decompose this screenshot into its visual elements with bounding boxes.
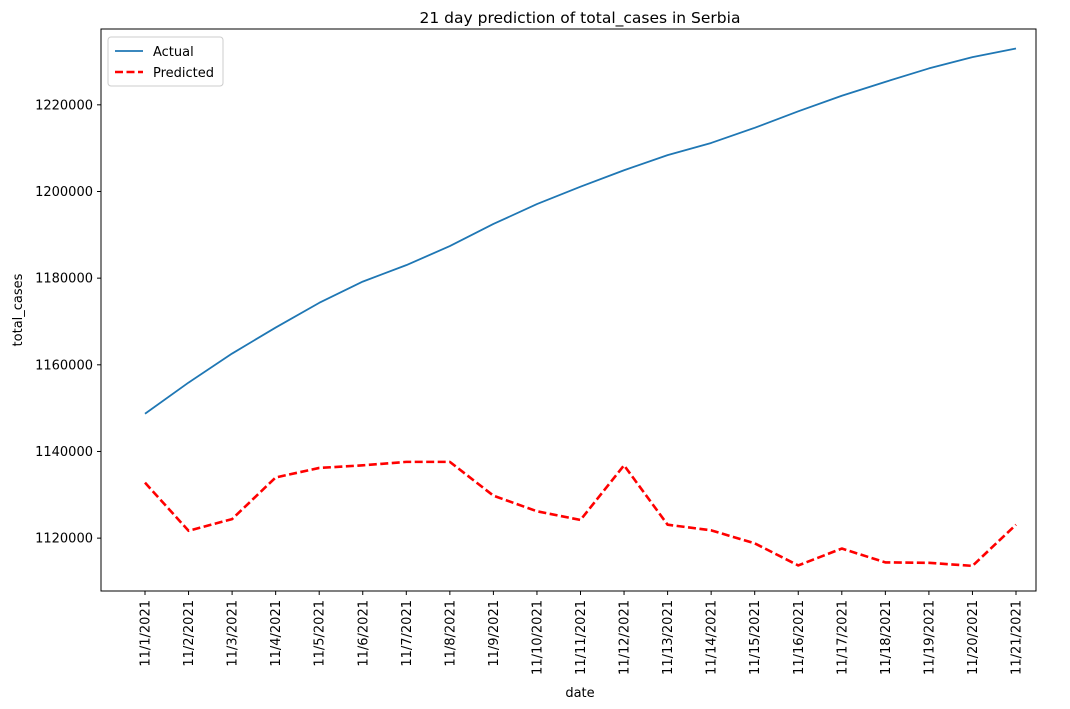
y-tick-label: 1140000 [35,445,93,460]
x-tick-label: 11/2/2021 [182,600,197,667]
x-tick-label: 11/17/2021 [835,600,850,675]
x-axis: 11/1/2021 11/2/2021 11/3/2021 11/4/2021 11/5… [139,591,1025,675]
series-line-predicted [144,460,1017,568]
x-tick-label: 11/5/2021 [313,600,328,667]
x-tick-label: 11/19/2021 [922,600,937,675]
y-tick-label: 1200000 [35,185,93,200]
x-tick-label: 11/1/2021 [139,600,154,667]
chart-title: 21 day prediction of total_cases in Serb… [420,9,741,28]
plot-frame [100,28,1037,592]
x-tick-label: 11/4/2021 [269,600,284,667]
x-axis-label: date [565,686,594,701]
y-axis: 1120000 1140000 1160000 1180000 1200000 12200… [35,98,101,547]
y-tick-label: 1220000 [35,98,93,113]
x-tick-label: 11/12/2021 [618,600,633,675]
y-axis-label: total_cases [11,273,26,346]
x-tick-label: 11/11/2021 [574,600,589,675]
legend-box [107,36,224,87]
x-tick-label: 11/7/2021 [400,600,415,667]
x-tick-label: 11/10/2021 [530,600,545,675]
y-tick-label: 1120000 [35,532,93,547]
y-tick-label: 1160000 [35,358,93,373]
x-tick-label: 11/8/2021 [443,600,458,667]
y-tick-label: 1180000 [35,272,93,287]
x-tick-label: 11/15/2021 [748,600,763,675]
x-tick-label: 11/16/2021 [792,600,807,675]
plot-area [100,28,1037,592]
legend-predicted-label: Predicted [153,66,214,81]
x-tick-label: 11/3/2021 [226,600,241,667]
series-line-actual [144,47,1017,415]
x-tick-label: 11/14/2021 [705,600,720,675]
x-tick-label: 11/13/2021 [661,600,676,675]
x-tick-label: 11/6/2021 [356,600,371,667]
x-tick-label: 11/20/2021 [966,600,981,675]
x-tick-label: 11/18/2021 [879,600,894,675]
x-tick-label: 11/21/2021 [1010,600,1025,675]
x-tick-label: 11/9/2021 [487,600,502,667]
legend-actual-label: Actual [153,45,194,60]
legend: Actual Predicted [107,36,224,87]
series-lines [144,47,1017,568]
